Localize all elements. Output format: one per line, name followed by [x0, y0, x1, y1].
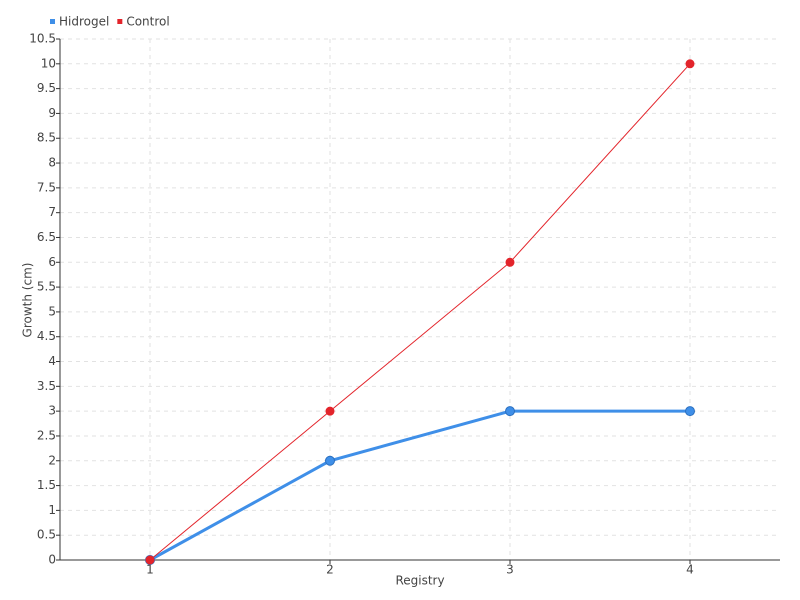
x-axis-label: Registry — [395, 574, 444, 588]
x-tick-label: 3 — [506, 563, 514, 577]
y-tick-label: 6.5 — [37, 230, 56, 244]
data-point — [685, 59, 695, 69]
series-line — [149, 409, 690, 562]
y-axis-label: Growth (cm) — [21, 263, 35, 338]
y-tick-label: 6 — [48, 255, 56, 269]
y-tick-label: 9 — [48, 106, 56, 120]
y-tick-label: 5.5 — [37, 280, 56, 294]
data-point — [505, 406, 515, 417]
y-tick-label: 0 — [48, 553, 56, 567]
y-tick-label: 1.5 — [37, 478, 56, 492]
data-point — [145, 555, 155, 565]
y-tick-label: 7.5 — [37, 180, 56, 194]
y-tick-label: 7 — [48, 205, 56, 219]
series-line — [149, 63, 691, 561]
y-tick-label: 8 — [48, 156, 56, 170]
x-tick-label: 2 — [326, 563, 334, 577]
data-point — [505, 257, 515, 267]
legend-swatch — [117, 19, 123, 24]
y-tick-label: 2.5 — [37, 428, 56, 442]
y-tick-label: 8.5 — [37, 131, 56, 145]
x-tick-label: 1 — [146, 563, 154, 577]
y-tick-label: 3.5 — [37, 379, 56, 393]
data-point — [325, 455, 335, 466]
y-tick-label: 0.5 — [37, 528, 56, 542]
legend-label: Control — [126, 15, 169, 29]
y-tick-label: 9.5 — [37, 81, 56, 95]
data-point — [325, 406, 335, 416]
legend-swatch — [50, 19, 55, 24]
x-tick-label: 4 — [686, 563, 694, 577]
y-tick-label: 4 — [48, 354, 56, 368]
y-tick-label: 10 — [41, 56, 56, 70]
y-tick-label: 5 — [48, 304, 56, 318]
y-tick-label: 4.5 — [37, 329, 56, 343]
data-point — [685, 406, 695, 417]
y-tick-label: 2 — [48, 453, 56, 467]
y-tick-label: 10.5 — [29, 32, 56, 46]
y-tick-label: 3 — [48, 404, 56, 418]
legend-label: Hidrogel — [59, 15, 109, 29]
y-tick-label: 1 — [48, 503, 56, 517]
